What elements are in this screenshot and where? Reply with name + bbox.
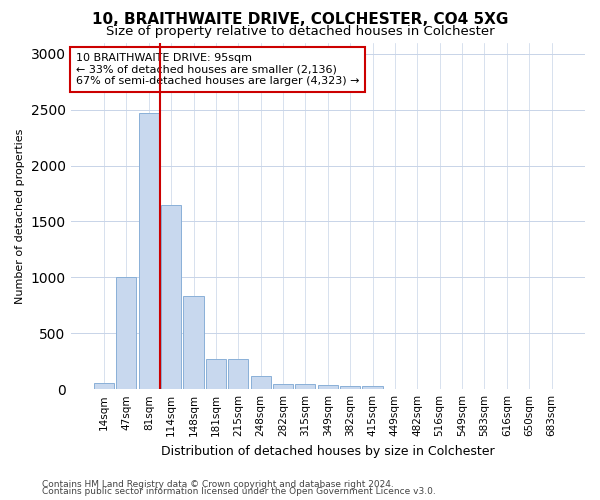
Bar <box>273 384 293 389</box>
Bar <box>295 384 316 389</box>
Text: 10 BRAITHWAITE DRIVE: 95sqm
← 33% of detached houses are smaller (2,136)
67% of : 10 BRAITHWAITE DRIVE: 95sqm ← 33% of det… <box>76 53 359 86</box>
X-axis label: Distribution of detached houses by size in Colchester: Distribution of detached houses by size … <box>161 444 494 458</box>
Y-axis label: Number of detached properties: Number of detached properties <box>15 128 25 304</box>
Bar <box>206 359 226 389</box>
Bar <box>340 386 360 389</box>
Bar <box>161 204 181 389</box>
Text: 10, BRAITHWAITE DRIVE, COLCHESTER, CO4 5XG: 10, BRAITHWAITE DRIVE, COLCHESTER, CO4 5… <box>92 12 508 28</box>
Text: Contains public sector information licensed under the Open Government Licence v3: Contains public sector information licen… <box>42 488 436 496</box>
Text: Contains HM Land Registry data © Crown copyright and database right 2024.: Contains HM Land Registry data © Crown c… <box>42 480 394 489</box>
Bar <box>94 383 114 389</box>
Bar <box>228 359 248 389</box>
Bar <box>184 296 203 389</box>
Bar <box>116 278 136 389</box>
Bar <box>139 113 159 389</box>
Bar <box>318 386 338 389</box>
Bar <box>362 386 383 389</box>
Bar <box>251 376 271 389</box>
Text: Size of property relative to detached houses in Colchester: Size of property relative to detached ho… <box>106 25 494 38</box>
